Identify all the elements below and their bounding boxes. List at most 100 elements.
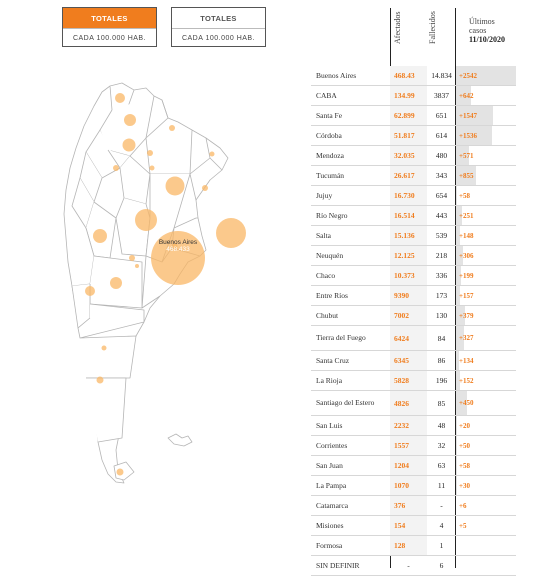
province-table: Buenos Aires 468.43 14.834 +2542 CABA 134.99 3… (311, 66, 516, 576)
table-row[interactable]: Buenos Aires 468.43 14.834 +2542 (311, 66, 516, 86)
ultimos-casos-value: +199 (459, 271, 474, 280)
bubble-catamarca (147, 150, 153, 156)
ultimos-casos-cell: +58 (456, 186, 516, 205)
table-row[interactable]: La Rioja 5828 196 +152 (311, 371, 516, 391)
province-name: Mendoza (316, 150, 344, 160)
table-row[interactable]: Santiago del Estero 4826 85 +450 (311, 391, 516, 416)
ultimos-casos-bar (456, 106, 493, 125)
fallecidos-value: 443 (435, 211, 448, 220)
fallecidos-value: 218 (435, 251, 448, 260)
afectados-value: 26.617 (390, 166, 427, 185)
ultimos-casos-cell: +6 (456, 496, 516, 515)
totals-toggle-inactive[interactable]: TOTALES CADA 100.000 HAB. (171, 7, 266, 47)
afectados-value: 128 (390, 536, 427, 555)
table-row[interactable]: Santa Fe 62.899 651 +1547 (311, 106, 516, 126)
fallecidos-value: 63 (437, 461, 446, 470)
ultimos-casos-bar (456, 226, 460, 245)
province-name: Jujuy (316, 190, 333, 200)
border-formosa (145, 99, 169, 139)
malvinas-islands (167, 433, 193, 447)
province-name: Tucumán (316, 170, 345, 180)
ultimos-casos-bar (456, 86, 471, 105)
ultimos-casos-cell: +199 (456, 266, 516, 285)
province-name: Entre Ríos (316, 290, 348, 300)
argentina-map[interactable]: Buenos Aires 468.433 (50, 78, 250, 488)
province-name: Formosa (316, 540, 343, 550)
table-row[interactable]: Misiones 154 4 +5 (311, 516, 516, 536)
ultimos-casos-cell: +642 (456, 86, 516, 105)
fallecidos-value: 84 (437, 333, 446, 343)
ultimos-casos-value: +450 (459, 399, 474, 407)
bubble-santacruz (116, 468, 124, 476)
bubble-formosa (169, 125, 175, 131)
ultimos-casos-value: +1536 (459, 131, 477, 140)
table-row[interactable]: Formosa 128 1 (311, 536, 516, 556)
column-header-fallecidos[interactable]: Fallecidos (428, 11, 437, 44)
bubble-neuquen (85, 286, 95, 296)
bubble-buenosaires (151, 231, 205, 285)
bubble-corrientes (202, 185, 208, 191)
table-row[interactable]: Santa Cruz 6345 86 +134 (311, 351, 516, 371)
table-row[interactable]: SIN DEFINIR - 6 (311, 556, 516, 576)
afectados-value: 468.43 (390, 66, 427, 85)
ultimos-casos-value: +642 (459, 91, 474, 100)
ultimos-casos-value: +855 (459, 171, 474, 180)
toggle-totals-label[interactable]: TOTALES (200, 13, 237, 23)
column-header-afectados[interactable]: Afectados (393, 11, 402, 44)
table-row[interactable]: Salta 15.136 539 +148 (311, 226, 516, 246)
ultimos-casos-bar (456, 371, 460, 390)
table-row[interactable]: Tierra del Fuego 6424 84 +327 (311, 326, 516, 351)
toggle-per-capita-label[interactable]: CADA 100.000 HAB. (172, 28, 265, 47)
province-name: Misiones (316, 520, 344, 530)
column-header-ultimos[interactable]: Últimos casos 11/10/2020 (469, 17, 505, 44)
ultimos-casos-bar (456, 286, 460, 305)
afectados-value: 16.730 (390, 186, 427, 205)
afectados-value: 32.035 (390, 146, 427, 165)
totals-toggle-active[interactable]: TOTALES CADA 100.000 HAB. (62, 7, 157, 47)
province-name: Chaco (316, 270, 336, 280)
table-row[interactable]: Entre Ríos 9390 173 +157 (311, 286, 516, 306)
table-row[interactable]: CABA 134.99 3837 +642 (311, 86, 516, 106)
ultimos-casos-cell: +50 (456, 436, 516, 455)
province-borders (63, 82, 229, 484)
bubble-chaco (165, 176, 185, 196)
ultimos-casos-bar (456, 306, 465, 325)
table-row[interactable]: Jujuy 16.730 654 +58 (311, 186, 516, 206)
table-row[interactable]: Neuquén 12.125 218 +306 (311, 246, 516, 266)
table-row[interactable]: Tucumán 26.617 343 +855 (311, 166, 516, 186)
ultimos-casos-value: +306 (459, 251, 474, 260)
table-row[interactable]: Chubut 7002 130 +379 (311, 306, 516, 326)
ultimos-casos-bar (456, 456, 458, 475)
table-row[interactable]: La Pampa 1070 11 +30 (311, 476, 516, 496)
province-name: Tierra del Fuego (316, 333, 366, 342)
ultimos-casos-bar (456, 246, 464, 265)
afectados-value: 1204 (390, 456, 427, 475)
afectados-value: 1557 (390, 436, 427, 455)
table-row[interactable]: Río Negro 16.514 443 +251 (311, 206, 516, 226)
ultimos-casos-bar (456, 186, 458, 205)
ultimos-casos-cell: +306 (456, 246, 516, 265)
table-row[interactable]: Chaco 10.373 336 +199 (311, 266, 516, 286)
afectados-value: 4826 (390, 391, 427, 415)
fallecidos-value: 1 (439, 541, 444, 550)
fallecidos-value: 11 (437, 481, 446, 490)
table-row[interactable]: Catamarca 376 - +6 (311, 496, 516, 516)
table-row[interactable]: San Juan 1204 63 +58 (311, 456, 516, 476)
ultimos-casos-value: +50 (459, 441, 470, 450)
table-row[interactable]: Córdoba 51.817 614 +1536 (311, 126, 516, 146)
table-row[interactable]: Mendoza 32.035 480 +571 (311, 146, 516, 166)
toggle-totals-label[interactable]: TOTALES (63, 8, 156, 28)
ultimos-casos-value: +20 (459, 421, 470, 430)
province-name: Santa Cruz (316, 355, 350, 365)
table-row[interactable]: Corrientes 1557 32 +50 (311, 436, 516, 456)
afectados-value: 2232 (390, 416, 427, 435)
toggle-per-capita-label[interactable]: CADA 100.000 HAB. (63, 28, 156, 47)
ultimos-casos-cell: +5 (456, 516, 516, 535)
province-name: San Luis (316, 420, 343, 430)
table-row[interactable]: San Luis 2232 48 +20 (311, 416, 516, 436)
afectados-value: - (407, 561, 410, 570)
afectados-value: 6345 (390, 351, 427, 370)
fallecidos-value: 14.834 (431, 71, 452, 80)
ultimos-casos-cell (456, 556, 516, 575)
ultimos-casos-cell: +152 (456, 371, 516, 390)
